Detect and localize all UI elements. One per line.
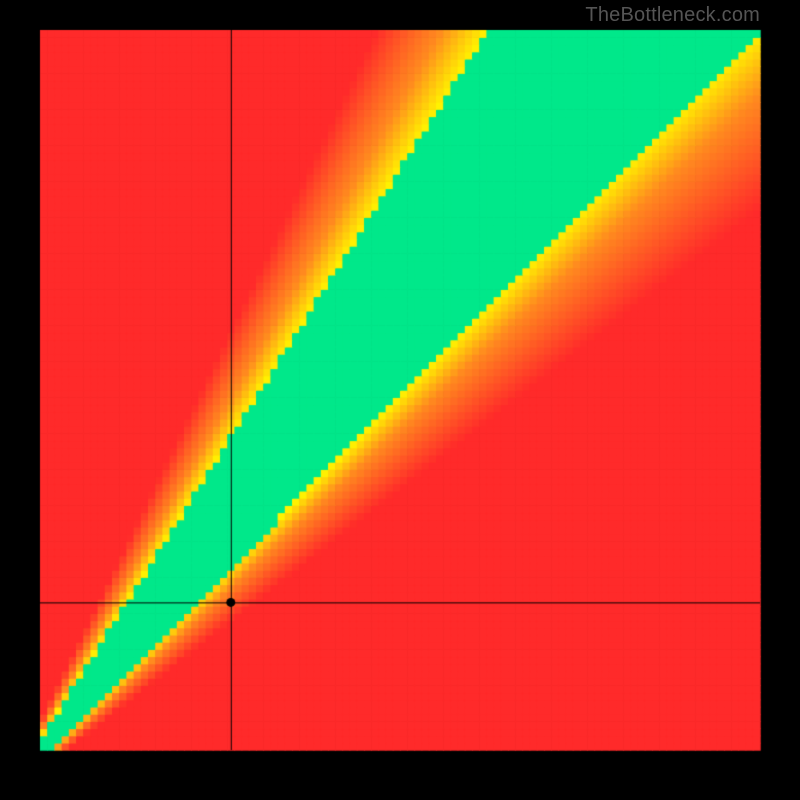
bottleneck-heatmap-chart [0,0,800,800]
watermark-text: TheBottleneck.com [585,4,760,27]
